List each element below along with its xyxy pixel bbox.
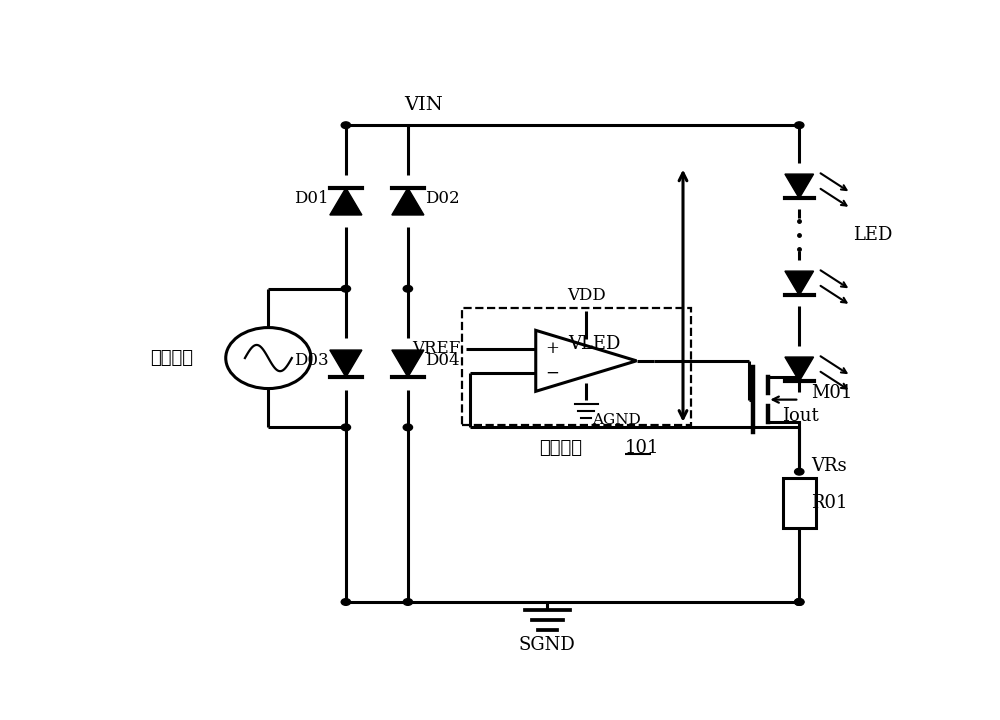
Circle shape	[795, 122, 804, 129]
Text: Iout: Iout	[782, 408, 819, 426]
Circle shape	[403, 285, 413, 292]
Text: D01: D01	[294, 190, 329, 207]
Circle shape	[795, 598, 804, 606]
Text: VDD: VDD	[567, 287, 606, 304]
Text: D03: D03	[294, 352, 329, 369]
Text: +: +	[545, 340, 559, 357]
Text: 101: 101	[625, 439, 659, 457]
Circle shape	[403, 598, 413, 606]
Text: AGND: AGND	[592, 413, 641, 428]
Polygon shape	[330, 188, 362, 215]
Text: VREF: VREF	[412, 340, 461, 357]
Text: D04: D04	[425, 352, 460, 369]
Circle shape	[795, 469, 804, 475]
Polygon shape	[785, 174, 814, 198]
Polygon shape	[785, 357, 814, 382]
Polygon shape	[785, 271, 814, 295]
Text: VRs: VRs	[811, 457, 846, 475]
Polygon shape	[392, 188, 424, 215]
Text: D02: D02	[425, 190, 460, 207]
Text: LED: LED	[854, 225, 893, 243]
Text: −: −	[545, 364, 559, 382]
FancyBboxPatch shape	[783, 478, 816, 528]
Text: VIN: VIN	[404, 96, 443, 114]
Text: 交流输入: 交流输入	[150, 349, 193, 367]
Text: 控制电路: 控制电路	[540, 439, 583, 457]
Text: VLED: VLED	[568, 336, 620, 354]
Text: SGND: SGND	[519, 636, 576, 654]
Circle shape	[341, 285, 351, 292]
Circle shape	[341, 598, 351, 606]
Circle shape	[403, 424, 413, 431]
Text: R01: R01	[811, 495, 847, 513]
Polygon shape	[330, 350, 362, 377]
Circle shape	[795, 598, 804, 606]
Circle shape	[341, 424, 351, 431]
Polygon shape	[392, 350, 424, 377]
Text: M01: M01	[811, 384, 852, 402]
Circle shape	[341, 122, 351, 129]
FancyBboxPatch shape	[462, 308, 691, 425]
